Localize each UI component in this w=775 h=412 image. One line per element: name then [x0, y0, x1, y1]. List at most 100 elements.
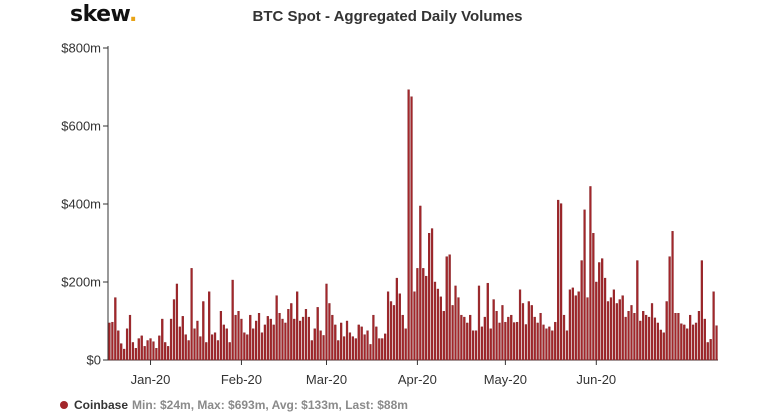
bar [665, 301, 668, 361]
bar [694, 322, 698, 361]
bar [671, 231, 674, 361]
bar [492, 299, 495, 361]
bar [363, 334, 366, 361]
bar [621, 295, 624, 361]
bar [466, 322, 469, 361]
bar [316, 307, 319, 361]
bar [149, 338, 152, 361]
bar [111, 321, 114, 361]
bar [691, 324, 695, 361]
bar [433, 281, 437, 361]
bar [398, 293, 401, 361]
bar [451, 305, 454, 361]
bar [266, 316, 269, 361]
bar [284, 322, 287, 361]
bar [208, 291, 211, 361]
bar [662, 332, 665, 361]
bar [486, 282, 489, 361]
bar [313, 328, 316, 361]
legend-series-name: Coinbase [74, 398, 129, 412]
bar [489, 328, 492, 361]
bar [413, 291, 416, 361]
y-tick-label: $400m [61, 197, 101, 212]
bar [630, 305, 633, 361]
bar [445, 256, 448, 361]
bar [712, 291, 715, 361]
bar [460, 314, 463, 361]
bar [146, 340, 149, 361]
bar [155, 348, 158, 361]
bar [187, 340, 190, 361]
bar [290, 303, 293, 361]
bar [120, 343, 123, 361]
bar [495, 311, 498, 361]
bar [392, 305, 396, 361]
bar [246, 334, 249, 361]
bar [689, 314, 692, 361]
bar [152, 341, 155, 361]
bar [296, 291, 299, 361]
bar [715, 325, 718, 361]
bar [609, 297, 613, 361]
bar [559, 203, 563, 361]
bar [178, 326, 181, 361]
bar [128, 314, 132, 361]
bar [436, 288, 440, 361]
bar [697, 311, 701, 361]
x-tick-label: Jun-20 [576, 372, 616, 387]
legend[interactable]: Coinbase Min: $24m, Max: $693m, Avg: $133… [60, 398, 408, 412]
bar [378, 338, 381, 361]
bar [401, 314, 404, 361]
bar [345, 320, 349, 361]
x-tick-label: Mar-20 [306, 372, 347, 387]
bar [674, 313, 677, 361]
legend-stats: Min: $24m, Max: $693m, Avg: $133m, Last:… [132, 398, 408, 412]
bar [114, 297, 117, 361]
bar [117, 330, 120, 361]
bar [639, 320, 642, 361]
bar [310, 340, 313, 361]
bar [348, 332, 352, 361]
bar [342, 336, 346, 361]
bar [565, 330, 569, 361]
y-tick-label: $600m [61, 119, 101, 134]
logo-text: skew [70, 2, 129, 27]
bar [463, 316, 466, 361]
bar [536, 322, 539, 361]
x-tick-label: May-20 [484, 372, 527, 387]
bar [190, 268, 193, 361]
bar [351, 336, 354, 361]
bar [389, 301, 393, 361]
bar [483, 316, 486, 361]
bar [307, 316, 311, 361]
bar [231, 279, 234, 361]
bar [372, 314, 375, 361]
bar [606, 301, 610, 361]
bar [513, 322, 516, 361]
bar [439, 296, 442, 361]
bar [700, 260, 703, 361]
bar [653, 317, 657, 361]
bar [454, 285, 457, 361]
bar [134, 348, 137, 361]
bar [167, 346, 170, 361]
bar [322, 335, 325, 361]
bar [586, 297, 589, 361]
bar [386, 291, 390, 361]
bar [615, 303, 618, 361]
bar [193, 328, 196, 361]
bar [158, 335, 161, 361]
bar [357, 324, 360, 361]
bar [480, 326, 484, 361]
bar [175, 283, 179, 361]
bar [172, 299, 176, 361]
bar [457, 297, 460, 361]
bar [354, 338, 357, 361]
bar [169, 318, 173, 361]
bar [234, 314, 237, 361]
bar [252, 328, 255, 361]
bar [683, 324, 686, 361]
bar [425, 275, 428, 361]
bar [548, 326, 551, 361]
y-axis: $0 $200m $400m $600m $800m [61, 41, 109, 368]
